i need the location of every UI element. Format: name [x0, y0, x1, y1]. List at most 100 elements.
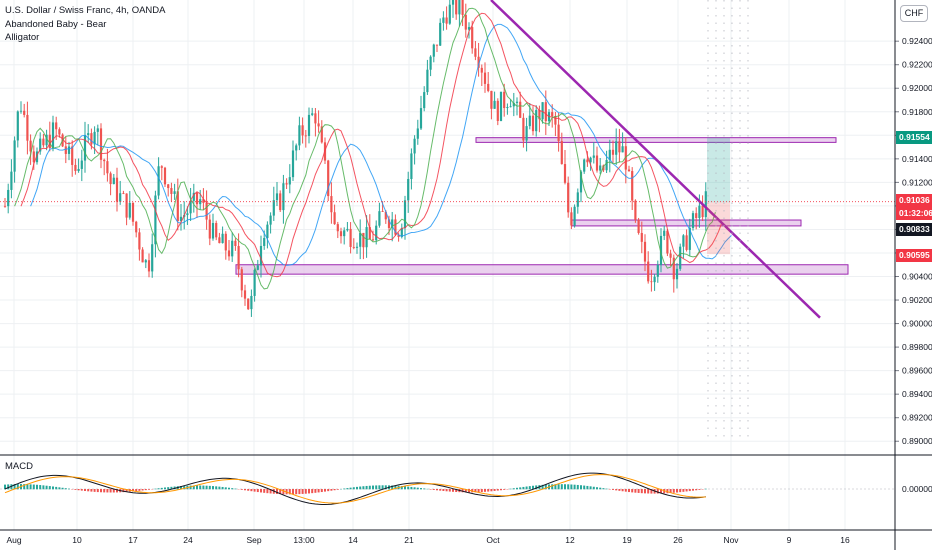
macd-histogram-bar [400, 486, 403, 490]
macd-histogram-bar [234, 488, 237, 490]
macd-histogram-bar [52, 486, 54, 490]
candle-body [83, 134, 87, 161]
candle-body [291, 150, 295, 178]
candle-body [202, 199, 205, 203]
macd-histogram-bar [64, 488, 67, 490]
macd-histogram-bar [640, 489, 643, 494]
macd-histogram-bar [256, 489, 259, 493]
macd-histogram-bar [141, 489, 144, 491]
candle-body [125, 193, 128, 218]
macd-histogram-bar [493, 489, 496, 491]
macd-histogram-bar [445, 489, 448, 492]
price-tag [896, 249, 932, 262]
candle-body [179, 216, 183, 222]
candle-body [87, 133, 90, 135]
trendline[interactable] [490, 0, 821, 319]
candle-body [675, 268, 679, 280]
macd-histogram-bar [215, 486, 218, 490]
candle-body [163, 167, 167, 185]
macd-histogram-bar [516, 487, 518, 490]
x-tick-label: 14 [348, 535, 358, 545]
x-tick-label: 21 [404, 535, 414, 545]
candle-body [503, 91, 506, 109]
macd-histogram-bar [704, 488, 707, 490]
macd-histogram-bar [144, 489, 147, 491]
macd-histogram-bar [624, 489, 627, 492]
macd-histogram-bar [365, 485, 368, 490]
candle-body [55, 122, 58, 130]
y-tick-label: 0.89000 [902, 436, 932, 446]
candle-body [583, 159, 586, 172]
x-tick-label: 9 [787, 535, 792, 545]
candle-body [400, 228, 403, 238]
macd-histogram-bar [509, 488, 512, 490]
macd-histogram-bar [308, 489, 310, 494]
candle-body [371, 239, 375, 241]
candle-body [685, 235, 688, 250]
candle-body [365, 227, 368, 248]
candle-body [688, 227, 691, 250]
macd-histogram-bar [7, 484, 10, 490]
candle-body [138, 232, 141, 250]
macd-histogram-bar [138, 489, 141, 491]
macd-histogram-bar [189, 485, 192, 490]
y-tick-label: 0.91800 [902, 107, 932, 117]
candle-body [631, 171, 634, 201]
macd-histogram-bar [250, 489, 253, 492]
candle-body [531, 115, 535, 132]
macd-histogram-bar [77, 489, 80, 491]
macd-histogram-bar [564, 484, 566, 490]
candle-body [621, 146, 624, 153]
candle-body [595, 155, 599, 171]
candle-body [346, 228, 349, 231]
macd-histogram-bar [676, 489, 678, 493]
candle-body [624, 146, 627, 170]
macd-histogram-bar [580, 485, 582, 490]
macd-histogram-bar [359, 486, 362, 490]
candle-body [528, 115, 531, 127]
x-tick-label: Nov [723, 535, 739, 545]
macd-histogram-bar [336, 489, 339, 490]
candle-body [64, 146, 67, 154]
macd-histogram-bar [522, 486, 525, 490]
macd-histogram-bar [26, 484, 29, 490]
candle-body [378, 211, 381, 226]
macd-histogram-bar [314, 489, 317, 493]
candle-body [551, 112, 554, 117]
macd-histogram-bar [484, 489, 486, 492]
candle-body [170, 188, 173, 194]
macd-histogram-bar [512, 488, 515, 490]
candle-body [439, 22, 442, 46]
candle-body [541, 102, 544, 120]
candle-body [314, 113, 317, 124]
candle-body [339, 231, 343, 237]
macd-histogram-bar [240, 489, 243, 490]
macd-histogram-bar [621, 489, 624, 492]
macd-histogram-bar [32, 484, 35, 490]
macd-histogram-bar [647, 489, 650, 494]
candle-body [666, 230, 669, 254]
macd-histogram-bar [391, 485, 394, 490]
candle-body [394, 219, 397, 235]
candle-body [535, 110, 538, 132]
macd-histogram-bar [519, 487, 522, 490]
candle-body [307, 114, 311, 136]
candle-body [672, 257, 675, 280]
macd-histogram-bar [452, 489, 454, 492]
candle-body [663, 230, 666, 236]
price-tag-label: 01:32:06 [899, 208, 932, 218]
macd-histogram-bar [407, 486, 410, 490]
macd-histogram-bar [218, 486, 221, 490]
macd-histogram-bar [560, 484, 563, 490]
macd-histogram-bar [432, 489, 435, 490]
candle-body [679, 246, 682, 269]
price-tag [896, 223, 932, 236]
candle-body [416, 128, 419, 139]
candle-body [45, 134, 48, 146]
macd-histogram-bar [260, 489, 262, 493]
candle-body [205, 202, 208, 220]
candle-body [435, 44, 439, 46]
currency-chip[interactable]: CHF [900, 5, 928, 22]
macd-histogram-bar [148, 489, 150, 490]
